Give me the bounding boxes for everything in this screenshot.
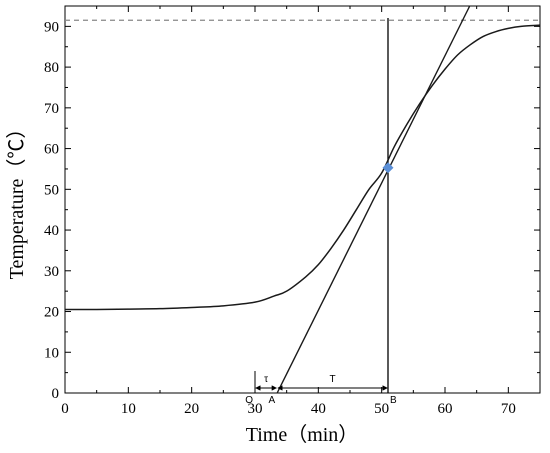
plot-frame [64, 5, 541, 394]
annotations: τ T O A B [245, 371, 397, 406]
tangent-line [276, 5, 471, 394]
chart-marks [64, 5, 541, 394]
inflection-point-marker [382, 162, 394, 174]
y-tick-label: 80 [44, 60, 59, 76]
y-tick-label: 0 [52, 386, 60, 402]
x-tick-label: 20 [184, 401, 199, 417]
t-label: T [330, 374, 336, 385]
y-axis-title: Temperature（℃） [5, 119, 28, 280]
x-tick-label: 70 [501, 401, 516, 417]
x-tick-label: 60 [438, 401, 453, 417]
point-o-label: O [245, 395, 253, 406]
y-axis-ticks: 0 10 20 30 40 50 60 70 80 90 [44, 19, 540, 402]
x-axis-ticks: 0 10 20 30 40 50 60 70 [61, 6, 516, 417]
temperature-curve [64, 24, 541, 311]
x-tick-label: 50 [374, 401, 389, 417]
y-tick-label: 20 [44, 305, 59, 321]
y-tick-label: 40 [44, 223, 59, 239]
y-tick-label: 60 [44, 142, 59, 158]
tau-label: τ [264, 374, 268, 385]
x-tick-label: 40 [311, 401, 326, 417]
y-tick-label: 10 [44, 345, 59, 361]
x-tick-label: 30 [248, 401, 263, 417]
x-tick-label: 10 [121, 401, 136, 417]
point-a-label: A [268, 395, 275, 406]
y-tick-label: 70 [44, 101, 59, 117]
x-axis-title: Time（min） [246, 423, 359, 446]
x-tick-label: 0 [61, 401, 69, 417]
y-tick-label: 50 [44, 182, 59, 198]
point-b-label: B [390, 395, 397, 406]
y-tick-label: 90 [44, 19, 59, 35]
y-tick-label: 30 [44, 264, 59, 280]
